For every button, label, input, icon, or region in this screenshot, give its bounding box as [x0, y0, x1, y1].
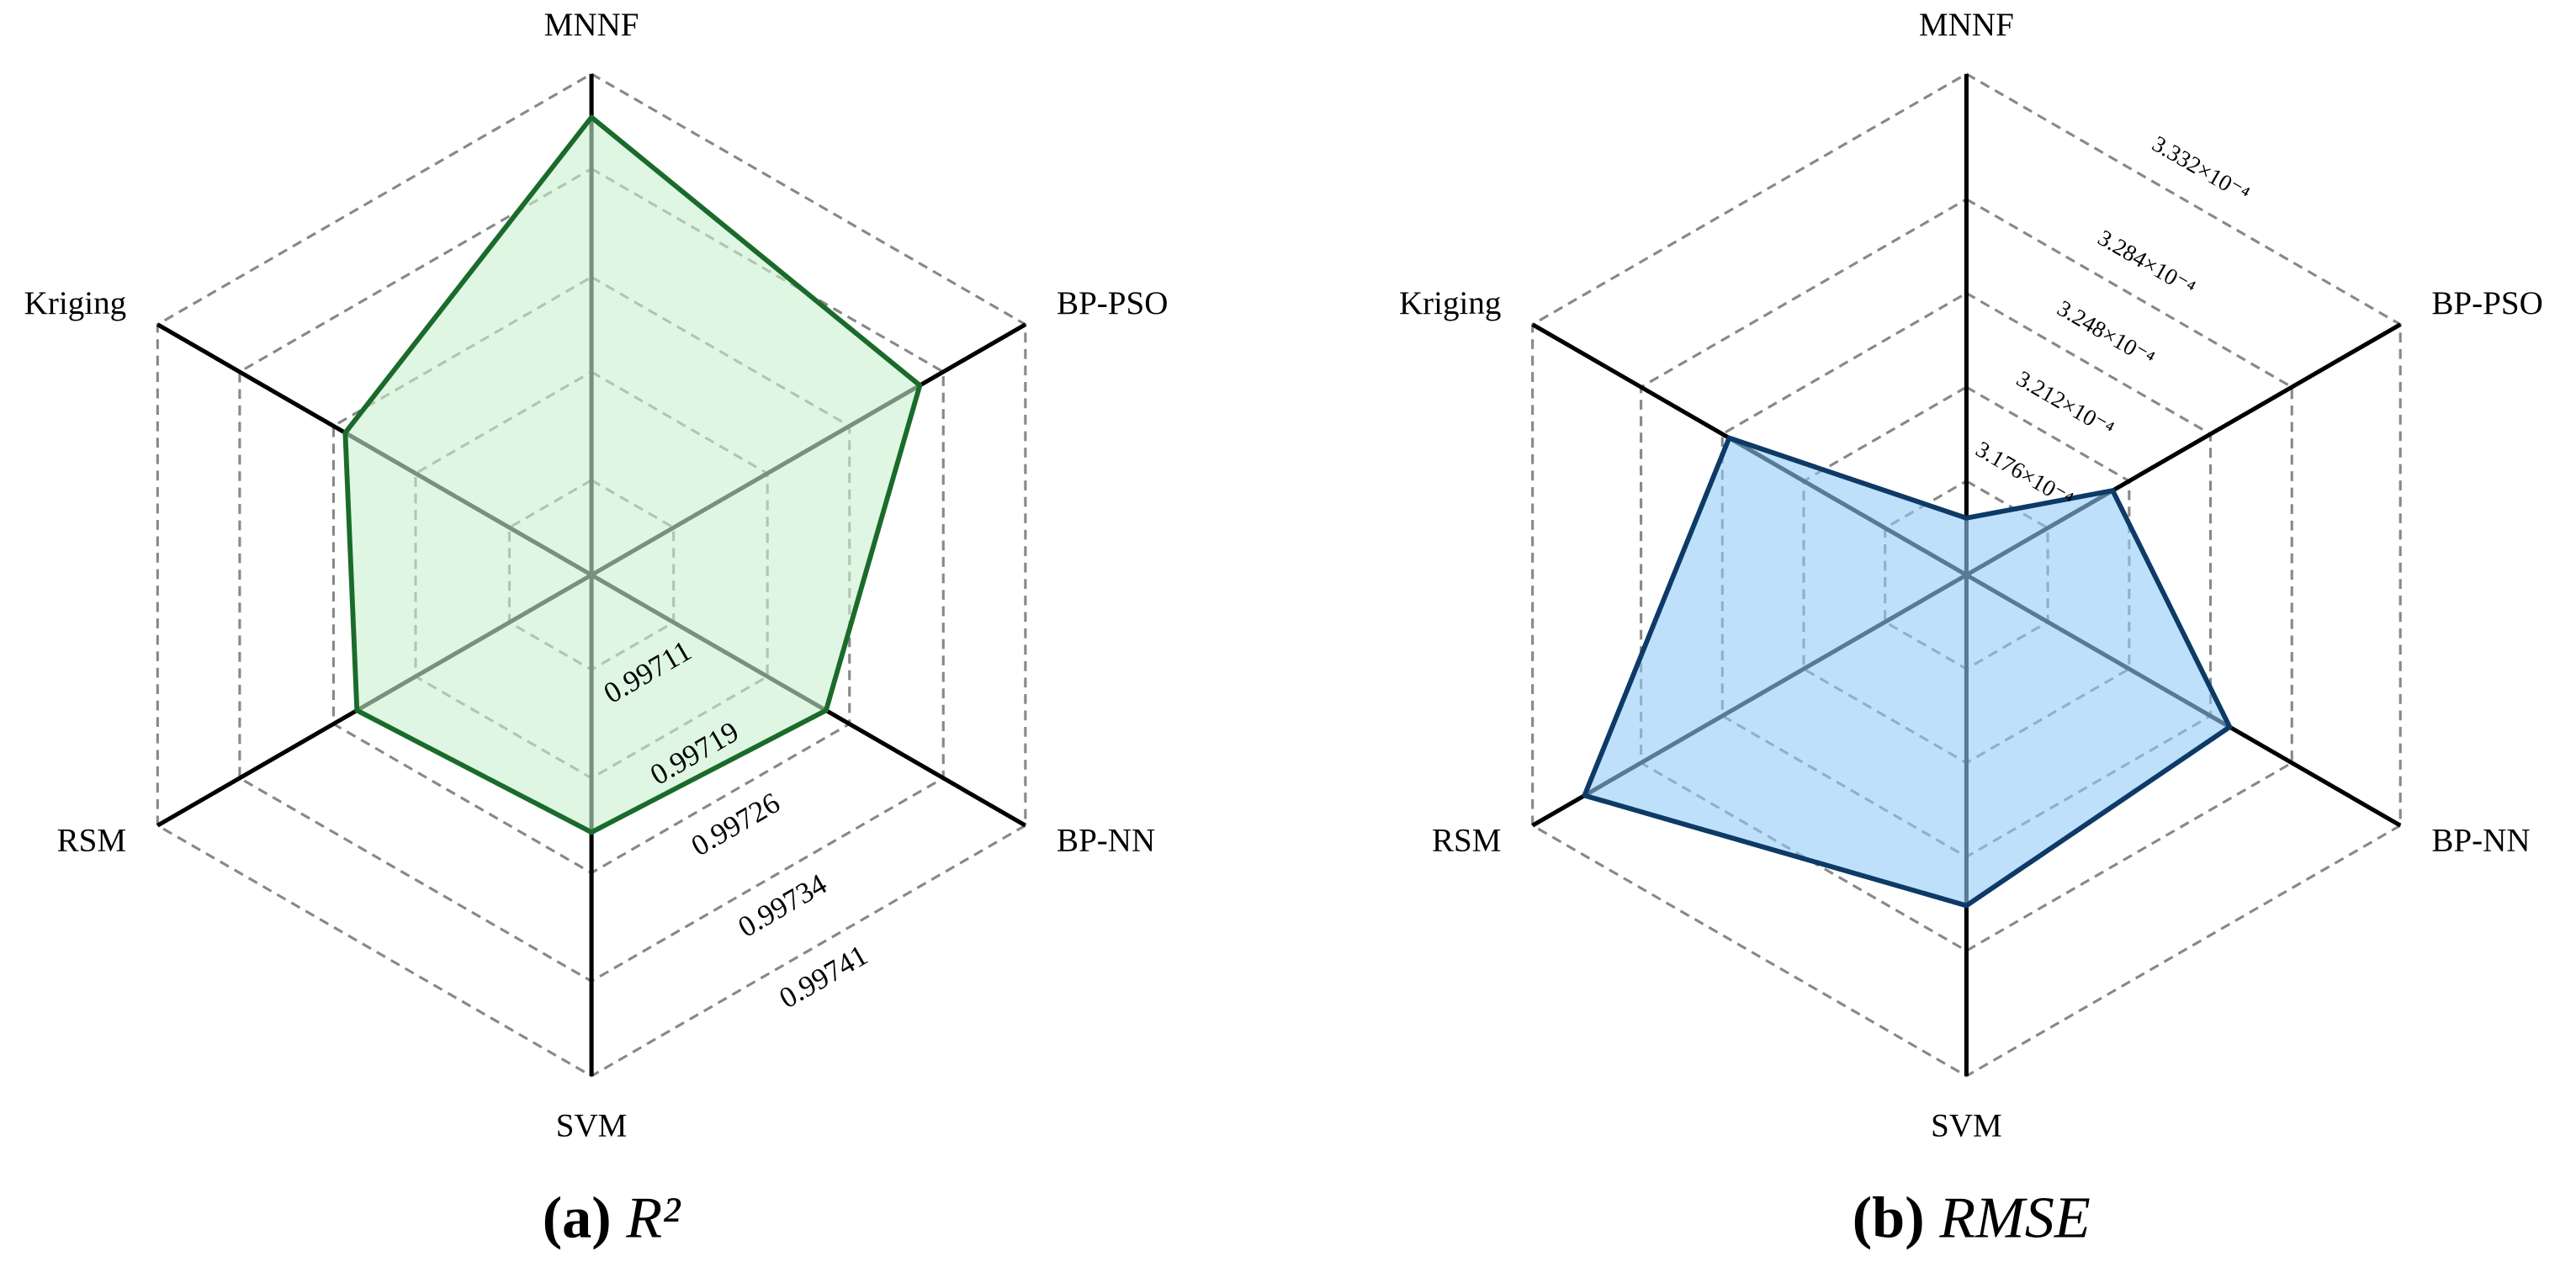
panel-label: (a) [543, 1185, 612, 1251]
category-label: MNNF [1919, 7, 2014, 43]
tick-label: 0.99734 [733, 867, 833, 944]
caption-b: (b) RMSE [1852, 1185, 2091, 1251]
series-area [342, 114, 923, 835]
tick-label: 3.284×10⁻⁴ [2094, 225, 2200, 300]
caption-a: (a) R² [543, 1185, 681, 1251]
tick-label: 3.248×10⁻⁴ [2053, 295, 2159, 371]
panel-label: (b) [1852, 1185, 1925, 1251]
tick-label: 0.99726 [686, 786, 785, 862]
category-label: RSM [57, 823, 126, 859]
tick-label: 3.332×10⁻⁴ [2148, 131, 2254, 207]
tick-label: 3.212×10⁻⁴ [2012, 366, 2118, 442]
category-label: BP-PSO [1057, 285, 1168, 321]
panel-title: RMSE [1938, 1185, 2091, 1251]
panel-title: R² [625, 1185, 681, 1251]
category-label: SVM [1931, 1107, 2002, 1143]
category-label: Kriging [24, 285, 126, 321]
category-label: BP-PSO [2431, 285, 2542, 321]
tick-label: 3.176×10⁻⁴ [1972, 436, 2078, 512]
category-label: SVM [556, 1107, 628, 1143]
category-label: BP-NN [2431, 823, 2530, 859]
series-area [1582, 435, 2233, 909]
category-label: BP-NN [1057, 823, 1155, 859]
category-label: MNNF [544, 7, 639, 43]
category-label: RSM [1432, 823, 1501, 859]
tick-label: 0.99741 [774, 938, 873, 1015]
category-label: Kriging [1399, 285, 1501, 321]
